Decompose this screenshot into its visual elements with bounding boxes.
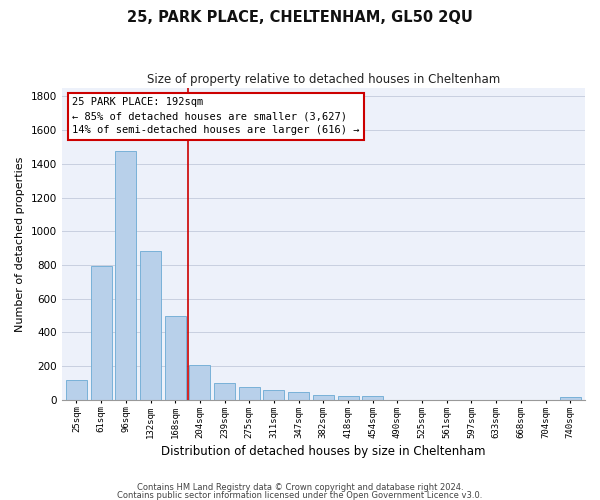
Bar bbox=[313, 394, 334, 400]
Bar bbox=[288, 392, 309, 400]
Bar bbox=[165, 316, 186, 400]
Bar bbox=[338, 396, 359, 400]
Title: Size of property relative to detached houses in Cheltenham: Size of property relative to detached ho… bbox=[147, 72, 500, 86]
Bar bbox=[140, 250, 161, 400]
Bar bbox=[66, 380, 87, 400]
X-axis label: Distribution of detached houses by size in Cheltenham: Distribution of detached houses by size … bbox=[161, 444, 485, 458]
Bar bbox=[239, 387, 260, 400]
Text: 25, PARK PLACE, CHELTENHAM, GL50 2QU: 25, PARK PLACE, CHELTENHAM, GL50 2QU bbox=[127, 10, 473, 25]
Y-axis label: Number of detached properties: Number of detached properties bbox=[15, 156, 25, 332]
Bar bbox=[362, 396, 383, 400]
Bar bbox=[115, 151, 136, 400]
Text: 25 PARK PLACE: 192sqm
← 85% of detached houses are smaller (3,627)
14% of semi-d: 25 PARK PLACE: 192sqm ← 85% of detached … bbox=[72, 98, 359, 136]
Bar bbox=[560, 396, 581, 400]
Text: Contains public sector information licensed under the Open Government Licence v3: Contains public sector information licen… bbox=[118, 490, 482, 500]
Bar bbox=[263, 390, 284, 400]
Text: Contains HM Land Registry data © Crown copyright and database right 2024.: Contains HM Land Registry data © Crown c… bbox=[137, 484, 463, 492]
Bar bbox=[190, 365, 211, 400]
Bar bbox=[214, 383, 235, 400]
Bar bbox=[91, 266, 112, 400]
